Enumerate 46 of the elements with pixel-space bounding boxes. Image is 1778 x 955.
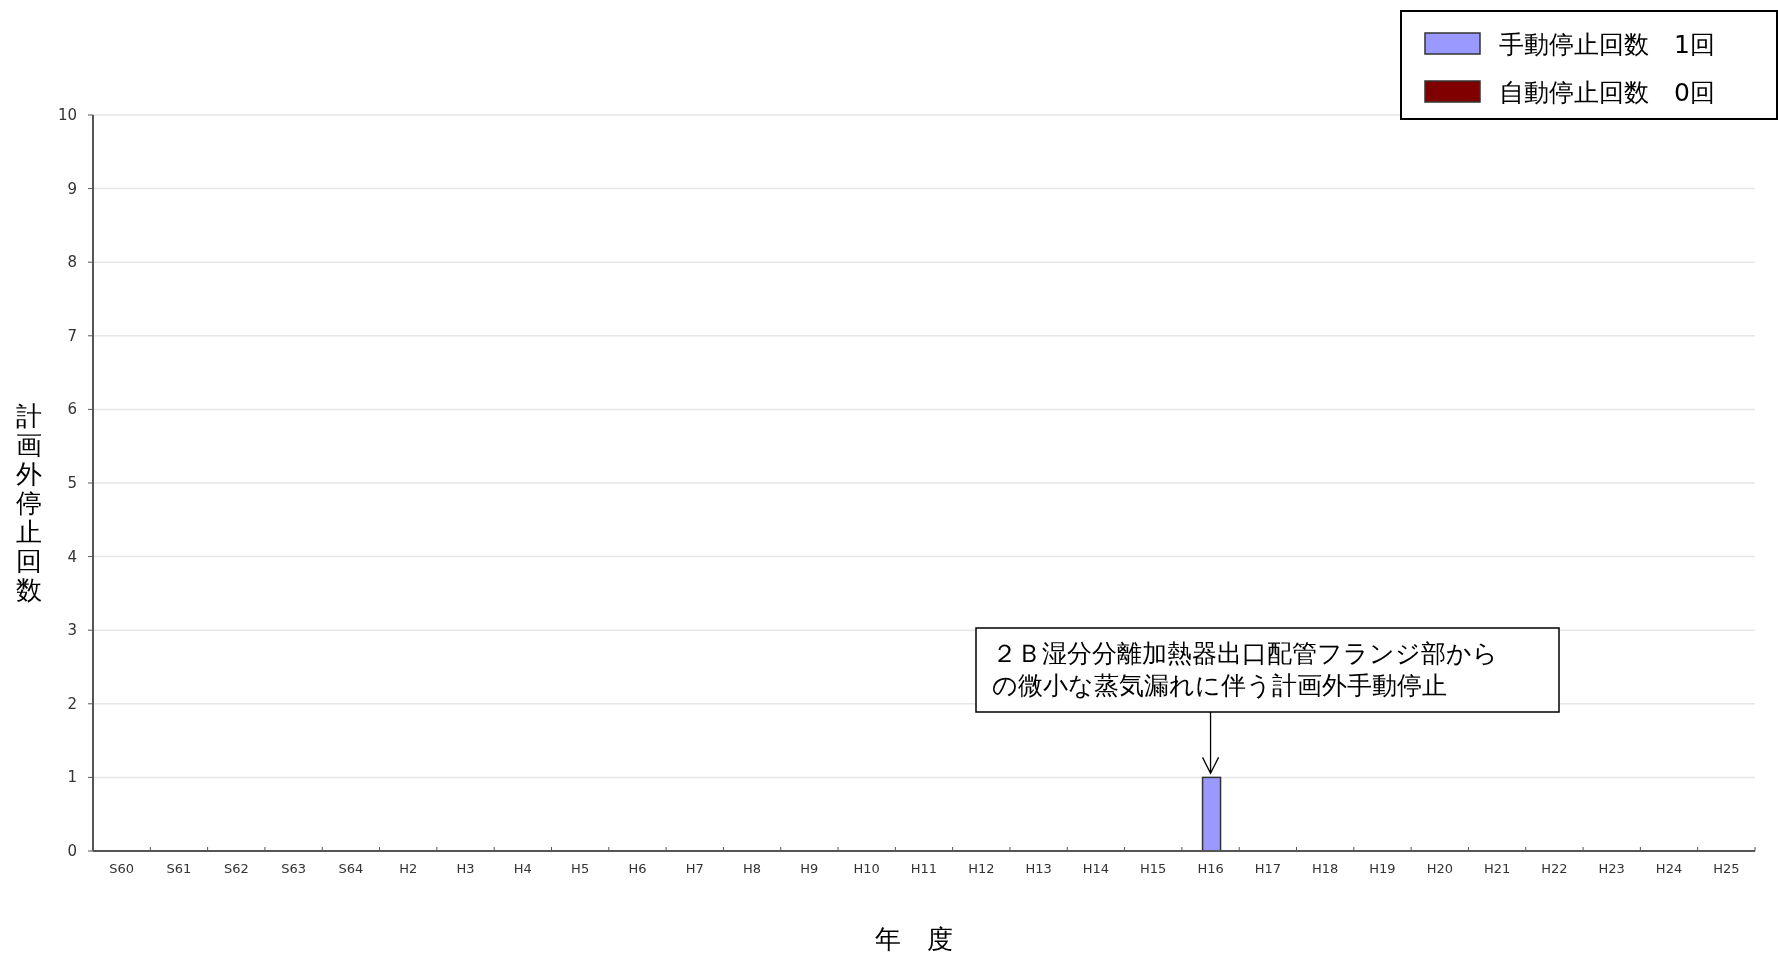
x-tick-label: H23 — [1598, 861, 1625, 876]
x-tick-label: H4 — [513, 861, 532, 876]
x-tick-label: S61 — [166, 861, 192, 876]
legend-label: 手動停止回数 1回 — [1499, 30, 1715, 59]
x-tick-label: H13 — [1025, 861, 1052, 876]
y-tick-label: 4 — [67, 547, 77, 566]
x-tick-label: H11 — [910, 861, 938, 876]
x-tick-label: H15 — [1140, 861, 1167, 876]
x-tick-label: S60 — [109, 861, 135, 876]
legend-label: 自動停止回数 0回 — [1499, 78, 1715, 107]
x-tick-label: H2 — [399, 861, 418, 876]
x-tick-label: H20 — [1426, 861, 1453, 876]
x-tick-label: H8 — [743, 861, 762, 876]
x-tick-label: H5 — [571, 861, 590, 876]
x-tick-label: H9 — [800, 861, 819, 876]
x-axis-title: 年 度 — [875, 924, 953, 954]
x-tick-label: H14 — [1082, 861, 1110, 876]
x-tick-label: H25 — [1713, 861, 1740, 876]
x-tick-label: H6 — [628, 861, 647, 876]
x-tick-label: S64 — [338, 861, 364, 876]
x-tick-label: S62 — [223, 861, 249, 876]
x-tick-label: H21 — [1483, 861, 1511, 876]
y-tick-label: 6 — [67, 400, 77, 419]
y-tick-label: 2 — [67, 694, 77, 713]
y-tick-label: 7 — [67, 326, 77, 345]
x-tick-label: H16 — [1197, 861, 1224, 876]
y-tick-label: 3 — [67, 621, 77, 640]
y-tick-label: 0 — [67, 842, 77, 860]
x-tick-label: H19 — [1369, 861, 1396, 876]
x-tick-label: H3 — [456, 861, 475, 876]
y-tick-label: 9 — [67, 179, 77, 198]
x-tick-label: H24 — [1655, 861, 1683, 876]
x-tick-label: S63 — [281, 861, 306, 876]
x-tick-label: H22 — [1541, 861, 1568, 876]
callout: ２Ｂ湿分分離加熱器出口配管フランジ部からの微小な蒸気漏れに伴う計画外手動停止 — [975, 627, 1560, 713]
y-tick-label: 8 — [67, 253, 77, 272]
x-tick-label: H17 — [1254, 861, 1282, 876]
x-tick-label: H7 — [685, 861, 704, 876]
x-tick-label: H10 — [853, 861, 880, 876]
y-axis-title: 計画外停止回数 — [16, 401, 42, 605]
y-tick-label: 5 — [67, 474, 77, 492]
y-tick-label: 1 — [67, 768, 77, 787]
x-tick-label: H12 — [968, 861, 995, 876]
x-tick-label: H18 — [1312, 861, 1339, 876]
annotation: ２Ｂ湿分分離加熱器出口配管フランジ部からの微小な蒸気漏れに伴う計画外手動停止 — [992, 639, 1498, 700]
y-tick-label: 10 — [57, 106, 77, 124]
